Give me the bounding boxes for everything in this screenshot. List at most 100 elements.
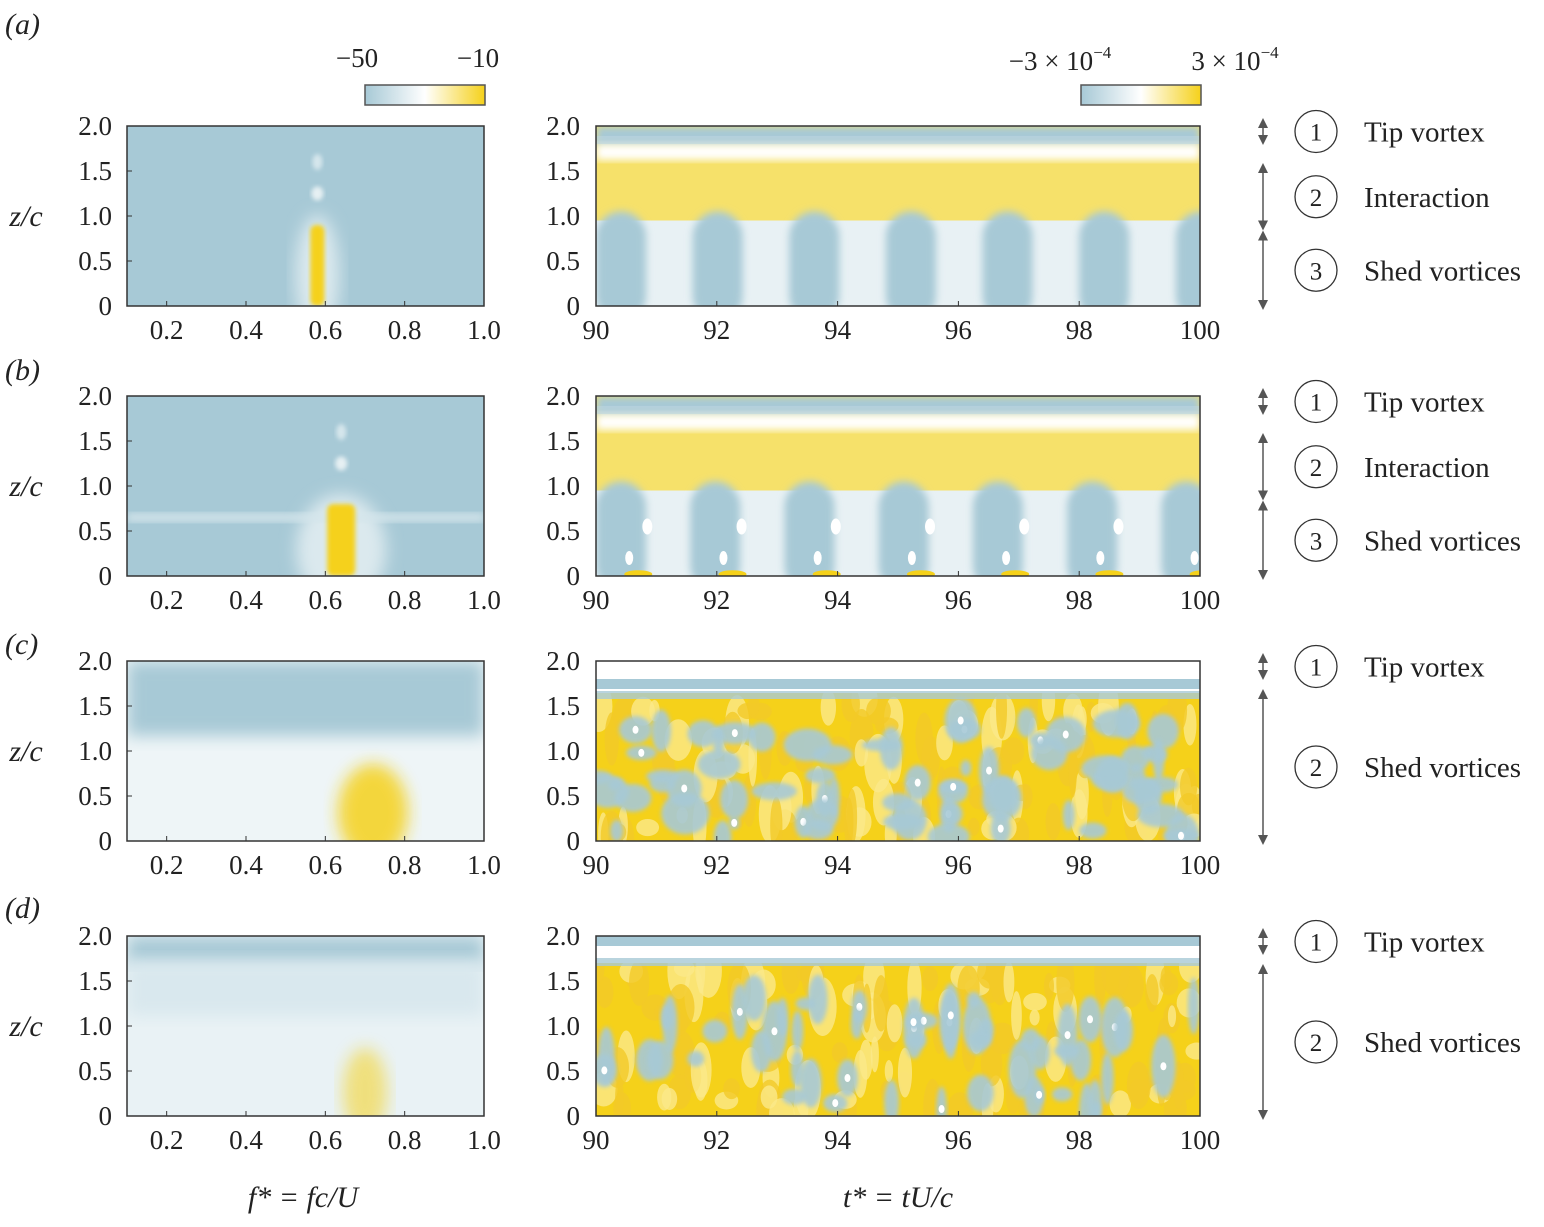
xtick-right: 94 [824, 1125, 852, 1155]
white-core [957, 716, 964, 725]
xtick-left: 0.6 [308, 585, 342, 615]
texture-blob [921, 966, 939, 992]
white-core [731, 729, 738, 738]
white-core [856, 1002, 863, 1011]
zone-number: 2 [1310, 1030, 1323, 1057]
texture-blob [980, 1041, 1003, 1087]
zone-label: Shed vortices [1364, 525, 1521, 557]
white-core [844, 1074, 851, 1083]
xtick-right: 94 [824, 850, 852, 880]
vortex-core [925, 518, 936, 535]
heatmap-right [596, 126, 1200, 306]
heatmap-left [127, 126, 484, 306]
shed-blob [966, 991, 981, 1008]
white-core [601, 1066, 608, 1075]
ytick-right: 1.0 [546, 1011, 580, 1041]
ylabel: z/c [8, 200, 42, 233]
texture-blob [1185, 1042, 1200, 1060]
texture-blob [859, 1039, 873, 1080]
xtick-left: 0.2 [150, 1125, 184, 1155]
shed-blob [942, 802, 963, 825]
texture-blob [915, 712, 933, 765]
zone-arrow-head [1258, 964, 1268, 974]
heatmap-peak [310, 225, 325, 306]
shed-blob [850, 1009, 863, 1039]
vortex-column [885, 211, 936, 306]
vortex-column [596, 211, 647, 306]
xtick-left: 0.2 [150, 315, 184, 345]
white-core [938, 1105, 945, 1114]
white-core [950, 782, 957, 791]
ytick-right: 1.0 [546, 736, 580, 766]
tip-band [596, 936, 1200, 946]
ylabel: z/c [8, 735, 42, 768]
ytick-right: 1.5 [546, 426, 580, 456]
panel-b: (b) 0 0 0.5 0.5 1.0 1.0 1.5 1.5 2.0 2.0 z/c 0.2 0.4 0.… [5, 354, 1521, 615]
xtick-left: 0.8 [388, 585, 422, 615]
ytick-right: 0.5 [546, 781, 580, 811]
panels: (a) 0 0 0.5 0.5 1.0 1.0 1.5 1.5 2.0 2.0 z/c 0.2 0.4 0.… [5, 8, 1521, 1155]
texture-blob [946, 1092, 974, 1116]
white-core [920, 1016, 927, 1025]
zone-label: Interaction [1364, 452, 1490, 484]
vortex-core [907, 551, 916, 565]
shed-blob [783, 728, 832, 762]
shed-blob [751, 782, 797, 801]
texture-blob [770, 796, 783, 841]
xtick-left: 0.2 [150, 585, 184, 615]
shed-blob [1088, 1080, 1102, 1116]
wall-spot [718, 570, 747, 576]
shed-blob [1187, 977, 1200, 1035]
heatmap-right [596, 396, 1200, 576]
ytick-left: 0 [99, 1101, 113, 1131]
vortex-column [1161, 481, 1200, 576]
ylabel: z/c [8, 1010, 42, 1043]
shed-blob [646, 1040, 674, 1080]
xtick-right: 92 [703, 850, 730, 880]
white-core [1087, 1015, 1094, 1024]
tip-band-2 [596, 958, 1200, 966]
vortex-core [1190, 551, 1199, 565]
panel-c: (c) 0 0 0.5 0.5 1.0 1.0 1.5 1.5 2.0 2.0 z/c 0.2 0.4 0.… [5, 628, 1521, 880]
xtick-right: 90 [583, 850, 610, 880]
ytick-left: 2.0 [78, 381, 112, 411]
heatmap-blob [311, 186, 324, 201]
texture-blob [1145, 974, 1159, 1013]
zone-label: Shed vortices [1364, 1027, 1521, 1059]
vortex-column [784, 481, 835, 576]
xtick-right: 96 [945, 585, 972, 615]
white-core [1062, 730, 1069, 739]
zone-arrow-head [1258, 570, 1268, 580]
zone-number-circle [1294, 248, 1338, 292]
vortex-column [1175, 211, 1200, 306]
colorbar-left-min: −50 [336, 43, 378, 73]
xtick-right: 98 [1066, 315, 1093, 345]
shed-blob [791, 1010, 804, 1052]
ytick-right: 1.0 [546, 201, 580, 231]
xtick-left: 0.6 [308, 315, 342, 345]
texture-blob [742, 774, 757, 827]
xtick-left: 0.2 [150, 850, 184, 880]
shed-blob [988, 775, 1018, 814]
heatmap-left [127, 661, 484, 841]
white-core [632, 725, 639, 734]
ytick-left: 2.0 [78, 921, 112, 951]
xtick-left: 0.8 [388, 1125, 422, 1155]
panel-letter: (a) [5, 8, 40, 41]
zone-label: Tip vortex [1364, 927, 1485, 959]
texture-blob [1029, 1009, 1040, 1026]
tip-white [596, 144, 1200, 160]
heatmap-left [127, 396, 484, 576]
colorbar-right-min-exp: −4 [1093, 43, 1112, 62]
white-core [1064, 1031, 1071, 1040]
texture-blob [967, 817, 980, 836]
vortex-core [736, 518, 747, 535]
shed-blob [892, 799, 927, 841]
xtick-right: 90 [583, 315, 610, 345]
texture-blob [1167, 1005, 1177, 1028]
white-core [1177, 831, 1184, 840]
ytick-left: 1.0 [78, 736, 112, 766]
zone-arrow-head [1258, 490, 1268, 501]
texture-blob [846, 788, 858, 841]
